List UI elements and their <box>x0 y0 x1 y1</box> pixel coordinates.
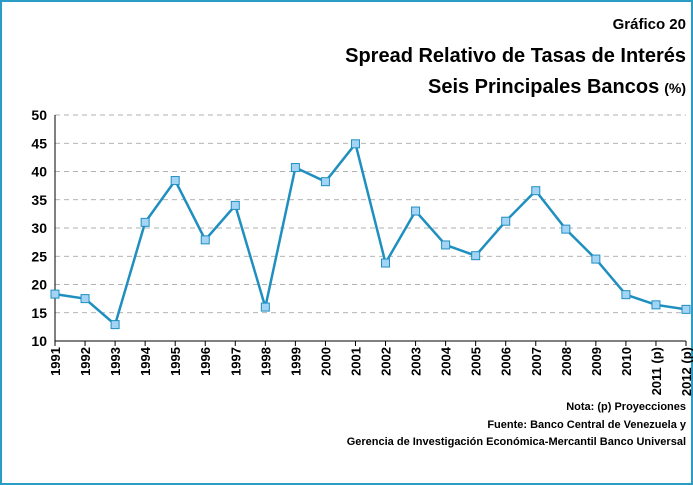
data-point <box>350 139 360 149</box>
x-tick-label: 1991 <box>48 347 63 376</box>
data-point <box>140 217 150 227</box>
x-tick-label: 2000 <box>318 347 333 376</box>
data-point <box>411 206 421 216</box>
x-tick-label: 1995 <box>168 347 183 376</box>
y-tick-label: 35 <box>31 192 47 208</box>
data-point <box>80 294 90 304</box>
x-tick-label: 2006 <box>499 347 514 376</box>
y-tick-label: 30 <box>31 220 47 236</box>
x-tick-label: 2003 <box>409 347 424 376</box>
data-point <box>50 289 60 299</box>
x-tick-label: 2005 <box>469 347 484 376</box>
note: Gerencia de Investigación Económica-Merc… <box>347 436 686 448</box>
subtitle: Seis Principales Bancos <box>428 76 659 98</box>
data-line <box>54 141 687 327</box>
data-point <box>651 300 661 310</box>
y-tick-label: 20 <box>31 277 47 293</box>
data-point <box>200 235 210 245</box>
x-tick-label: 2008 <box>559 347 574 376</box>
x-tick-label: 2010 <box>619 347 634 376</box>
data-point <box>230 200 240 210</box>
data-point <box>170 176 180 186</box>
x-tick-label: 2011 (p) <box>649 347 664 395</box>
data-point <box>591 254 601 264</box>
data-point <box>290 163 300 173</box>
data-point <box>441 240 451 250</box>
x-tick-label: 2002 <box>379 347 394 376</box>
note: Fuente: Banco Central de Venezuela y <box>487 419 687 431</box>
y-tick-label: 45 <box>31 135 47 151</box>
chart-subtitle: Seis Principales Bancos (%) <box>428 76 686 98</box>
data-point <box>561 224 571 234</box>
x-tick-label: 1998 <box>258 347 273 376</box>
x-tick-label: 2012 (p) <box>679 347 693 396</box>
data-point <box>621 290 631 300</box>
x-tick-label: 1999 <box>288 347 303 376</box>
x-tick-label: 1994 <box>138 346 153 376</box>
x-tick-label: 2001 <box>348 347 363 376</box>
y-tick-label: 15 <box>31 305 47 321</box>
x-tick-label: 1992 <box>78 347 93 376</box>
data-point <box>471 251 481 261</box>
y-tick-label: 25 <box>31 248 47 264</box>
data-point <box>110 320 120 330</box>
note: Nota: (p) Proyecciones <box>566 401 686 413</box>
data-point <box>381 258 391 268</box>
chart-label: Gráfico 20 <box>613 16 686 33</box>
x-tick-label: 2004 <box>439 346 454 376</box>
y-tick-label: 40 <box>31 164 47 180</box>
x-tick-label: 1997 <box>228 347 243 376</box>
data-point <box>501 216 511 226</box>
data-point <box>681 304 691 314</box>
y-tick-label: 10 <box>31 333 47 349</box>
data-point <box>531 186 541 196</box>
y-tick-label: 50 <box>31 107 47 123</box>
unit: (%) <box>664 80 686 96</box>
chart-title: Spread Relativo de Tasas de Interés <box>345 45 686 67</box>
x-tick-label: 2007 <box>529 347 544 376</box>
x-tick-label: 2009 <box>589 347 604 376</box>
data-point <box>320 177 330 187</box>
x-tick-label: 1993 <box>108 347 123 376</box>
data-point <box>260 302 270 312</box>
x-tick-label: 1996 <box>198 347 213 376</box>
